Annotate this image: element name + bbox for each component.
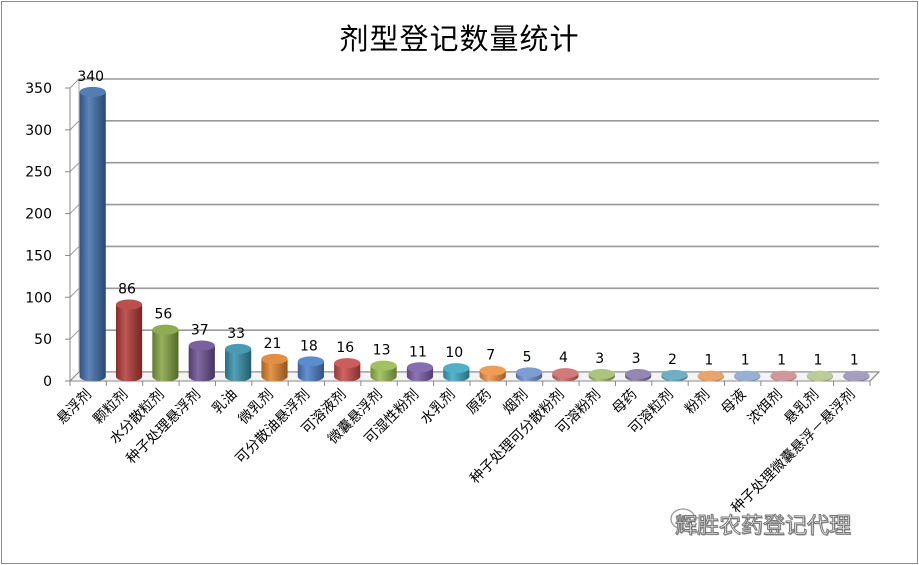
- bar: [806, 370, 834, 382]
- data-label: 56: [154, 307, 172, 323]
- bar: [770, 370, 797, 382]
- data-label: 1: [777, 353, 786, 369]
- x-category-label: 母药: [609, 387, 640, 418]
- bar: [625, 368, 652, 382]
- data-label: 1: [813, 353, 822, 369]
- data-label: 340: [77, 69, 104, 85]
- bar: [188, 340, 215, 382]
- y-tick-label: 200: [25, 207, 52, 223]
- bar: [406, 362, 434, 382]
- bar: [552, 368, 579, 382]
- data-label: 21: [264, 336, 282, 352]
- bar: [843, 370, 870, 382]
- bar: [115, 299, 143, 382]
- data-label: 13: [373, 343, 391, 359]
- data-label: 3: [595, 351, 604, 367]
- bar: [479, 365, 506, 382]
- x-category-label: 母液: [718, 387, 749, 418]
- y-tick-label: 150: [25, 248, 52, 264]
- data-label: 5: [523, 349, 532, 365]
- bar: [152, 324, 179, 382]
- data-label: 1: [741, 353, 750, 369]
- data-label: 4: [559, 350, 568, 366]
- data-label: 86: [118, 282, 136, 298]
- data-label: 1: [850, 353, 859, 369]
- x-category-label: 乳油: [209, 387, 240, 418]
- bar: [225, 343, 252, 382]
- bar: [661, 369, 688, 382]
- bar: [370, 360, 397, 382]
- data-label: 3: [632, 351, 641, 367]
- x-category-label: 悬浮剂: [54, 387, 95, 428]
- data-label: 7: [486, 348, 495, 364]
- watermark-text: 辉胜农药登记代理: [674, 514, 852, 540]
- bar: [79, 86, 106, 382]
- y-tick-label: 250: [25, 165, 52, 181]
- bar: [261, 353, 288, 382]
- bar: [697, 370, 724, 382]
- data-label: 1: [704, 353, 713, 369]
- data-label: 10: [445, 345, 463, 361]
- bar: [443, 363, 470, 382]
- bar: [297, 356, 324, 382]
- x-category-label: 原药: [464, 387, 495, 418]
- bar: [515, 367, 543, 382]
- bar: [734, 370, 761, 382]
- data-label: 16: [336, 340, 354, 356]
- x-category-label: 水乳剂: [418, 387, 459, 428]
- data-label: 2: [668, 352, 677, 368]
- bar: [334, 358, 361, 382]
- bar: [588, 368, 615, 382]
- x-category-label: 浓饵剂: [745, 387, 786, 428]
- data-label: 37: [191, 323, 209, 339]
- y-tick-label: 100: [25, 290, 52, 306]
- x-category-label: 粉剂: [682, 387, 713, 418]
- y-tick-label: 300: [25, 123, 52, 139]
- data-label: 18: [300, 338, 318, 354]
- y-tick-label: 50: [34, 332, 52, 348]
- data-label: 11: [409, 344, 427, 360]
- wechat-icon: [670, 508, 704, 534]
- chart-title: 剂型登记数量统计: [339, 22, 580, 56]
- x-category-label: 烟剂: [500, 387, 531, 418]
- data-label: 33: [227, 326, 245, 342]
- y-tick-label: 350: [25, 81, 52, 97]
- y-tick-label: 0: [43, 374, 52, 390]
